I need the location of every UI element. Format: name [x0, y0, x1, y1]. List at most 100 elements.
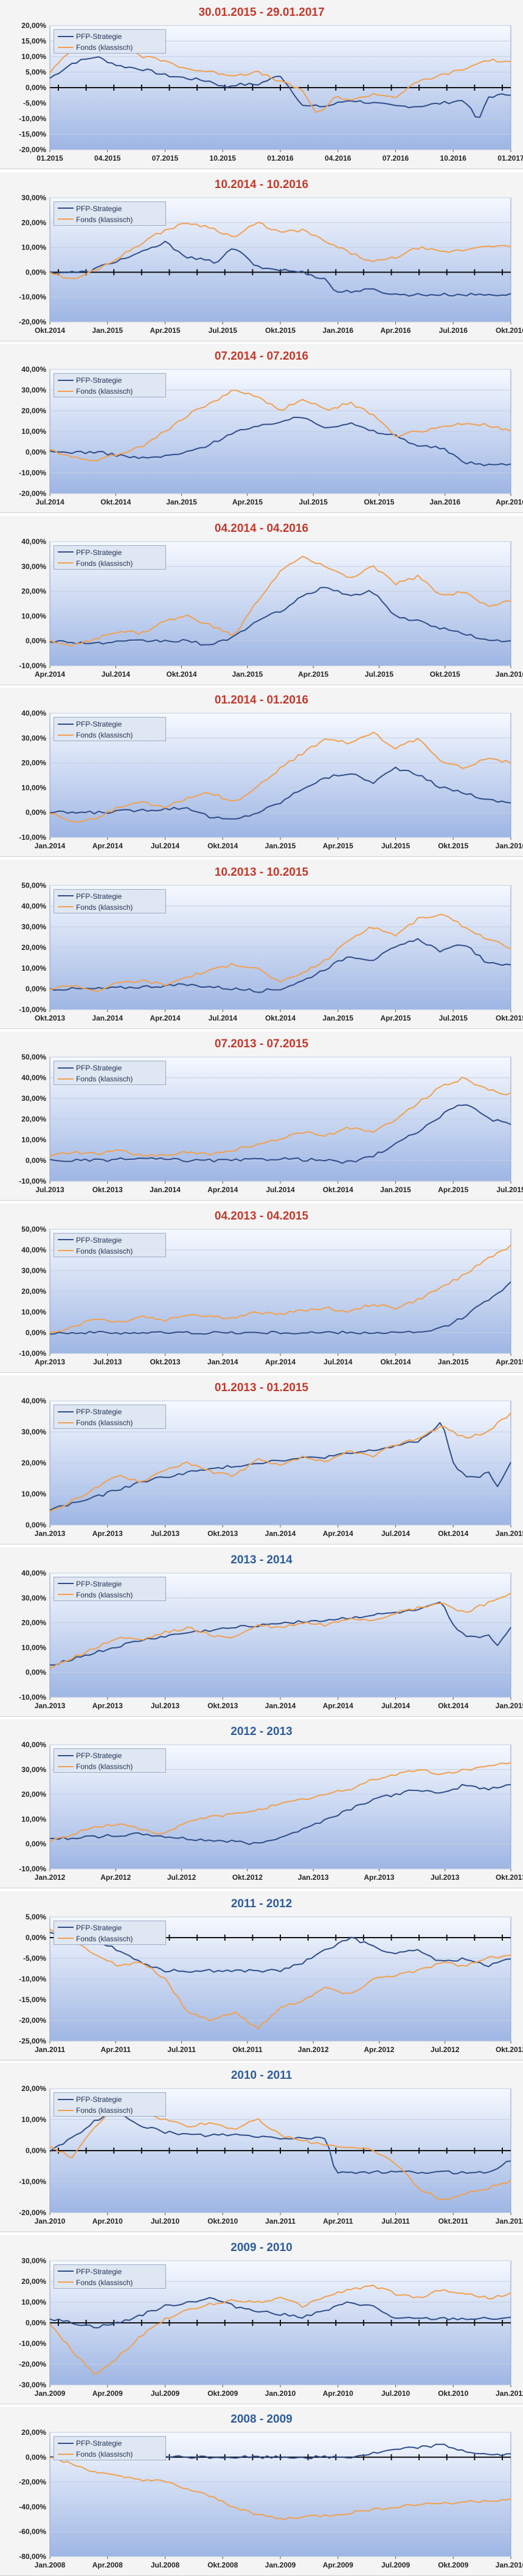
x-tick-label: Apr.2010 — [323, 2389, 353, 2398]
legend-swatch — [58, 1250, 74, 1252]
x-tick-label: Apr.2014 — [150, 1014, 180, 1022]
y-tick-label: 30,00% — [21, 923, 46, 931]
legend-label: PFP-Strategie — [76, 32, 122, 41]
y-tick-label: -10,00% — [19, 1005, 46, 1014]
x-tick-label: Jul.2014 — [102, 670, 131, 679]
legend-swatch — [58, 2442, 74, 2444]
x-tick-label: Okt.2009 — [438, 2561, 468, 2569]
legend-label: Fonds (klassisch) — [76, 1418, 133, 1427]
y-tick-label: 30,00% — [21, 2257, 46, 2265]
x-tick-label: Jul.2009 — [151, 2389, 180, 2398]
x-tick-label: Apr.2014 — [207, 1185, 238, 1194]
chart-title: 2013 - 2014 — [230, 1553, 293, 1566]
legend-item-fonds: Fonds (klassisch) — [58, 902, 133, 912]
x-tick-label: Apr.2013 — [92, 1529, 123, 1538]
x-tick-label: Okt.2015 — [430, 670, 460, 679]
x-tick-label: Jul.2010 — [151, 2217, 180, 2225]
x-tick-label: Jan.2012 — [496, 2217, 523, 2225]
x-tick-label: Apr.2016 — [380, 326, 410, 335]
chart-legend: PFP-Strategie Fonds (klassisch) — [54, 201, 166, 226]
y-tick-label: 0,00% — [26, 448, 46, 456]
y-tick-label: 10,00% — [21, 1490, 46, 1498]
y-tick-label: 20,00% — [21, 1115, 46, 1123]
y-tick-label: -5,00% — [23, 1954, 46, 1963]
chart-legend: PFP-Strategie Fonds (klassisch) — [54, 373, 166, 397]
x-tick-label: Jul.2015 — [496, 1185, 523, 1194]
x-tick-label: Jan.2015 — [496, 1529, 523, 1538]
x-tick-label: Apr.2013 — [92, 1702, 123, 1710]
legend-item-fonds: Fonds (klassisch) — [58, 2106, 133, 2115]
legend-item-pfp-strategie: PFP-Strategie — [58, 719, 122, 729]
legend-label: PFP-Strategie — [76, 1063, 122, 1072]
chart-legend: PFP-Strategie Fonds (klassisch) — [54, 1405, 166, 1429]
legend-label: PFP-Strategie — [76, 548, 122, 557]
x-tick-label: Jan.2015 — [265, 842, 296, 850]
x-tick-label: 01.2015 — [36, 154, 63, 162]
chart-title: 30.01.2015 - 29.01.2017 — [198, 6, 325, 19]
x-tick-label: Okt.2015 — [265, 326, 296, 335]
legend-swatch — [58, 562, 74, 564]
legend-item-fonds: Fonds (klassisch) — [58, 1590, 133, 1600]
legend-label: PFP-Strategie — [76, 2095, 122, 2104]
y-tick-label: 0,00% — [26, 637, 46, 645]
legend-label: Fonds (klassisch) — [76, 2449, 133, 2459]
x-tick-label: Jan.2011 — [35, 2045, 65, 2054]
legend-item-pfp-strategie: PFP-Strategie — [58, 2267, 122, 2277]
y-tick-label: -10,00% — [19, 1177, 46, 1185]
y-tick-label: 50,00% — [21, 1053, 46, 1061]
x-tick-label: 04.2015 — [94, 154, 121, 162]
line-chart: 40,00%30,00%20,00%10,00%0,00%-10,00%Jan.… — [19, 709, 523, 850]
y-tick-label: 0,00% — [26, 83, 46, 92]
x-tick-label: Jul.2008 — [151, 2561, 180, 2569]
legend-swatch — [58, 2453, 74, 2455]
x-tick-label: Jan.2014 — [207, 1358, 238, 1366]
x-tick-label: Jan.2013 — [35, 1702, 66, 1710]
chart-title: 01.2014 - 01.2016 — [214, 694, 309, 707]
y-tick-label: 0,00% — [26, 2146, 46, 2155]
x-tick-label: Jan.2014 — [150, 1185, 181, 1194]
legend-label: PFP-Strategie — [76, 1923, 122, 1932]
chart-panel: 04.2013 - 04.2015 50,00% 40,00% 30,00% 20,00… — [0, 1203, 523, 1373]
legend-swatch — [58, 1938, 74, 1939]
legend-item-pfp-strategie: PFP-Strategie — [58, 1579, 122, 1589]
y-tick-label: 40,00% — [21, 365, 46, 374]
x-tick-label: Apr.2015 — [232, 498, 263, 506]
x-tick-label: Apr.2011 — [101, 2045, 131, 2054]
y-tick-label: 10,00% — [21, 1643, 46, 1652]
x-tick-label: Jan.2015 — [380, 1185, 411, 1194]
x-tick-label: Apr.2010 — [92, 2217, 123, 2225]
x-tick-label: Jul.2015 — [365, 670, 394, 679]
y-tick-label: 5,00% — [26, 1913, 46, 1921]
chart-panel: 30.01.2015 - 29.01.2017 20,00% 15,00% 10,00… — [0, 0, 523, 169]
chart-panel: 2013 - 2014 40,00% 30,00% 20,00% 10,00% 0,00%… — [0, 1547, 523, 1717]
x-tick-label: Okt.2012 — [496, 2045, 523, 2054]
chart-panel: 2011 - 2012 5,00% 0,00% -5,00% -10,00% -15,00… — [0, 1891, 523, 2061]
x-tick-label: Okt.2013 — [496, 1873, 523, 1882]
line-chart: 50,00% 40,00% 30,00% 20,00% 10,00% 0,00% -10,0… — [19, 1225, 523, 1366]
x-tick-label: 10.2016 — [440, 154, 467, 162]
x-tick-label: Jan.2012 — [298, 2045, 329, 2054]
y-tick-label: 30,00% — [21, 1094, 46, 1103]
legend-swatch — [58, 379, 74, 381]
legend-swatch — [58, 2098, 74, 2100]
x-tick-label: Okt.2015 — [438, 842, 468, 850]
series-line-pfp-strategie — [49, 1928, 511, 1973]
y-tick-label: 20,00% — [21, 2428, 46, 2437]
series-line-pfp-strategie — [49, 766, 511, 820]
x-tick-label: Okt.2016 — [496, 326, 523, 335]
x-tick-label: Apr.2015 — [438, 1185, 468, 1194]
x-tick-label: Okt.2015 — [496, 1014, 523, 1022]
legend-swatch — [58, 734, 74, 736]
chart-legend: PFP-Strategie Fonds (klassisch) — [54, 2092, 166, 2117]
legend-swatch — [58, 1583, 74, 1585]
x-tick-label: Apr.2013 — [364, 1873, 394, 1882]
series-line-fonds-klassisch — [49, 221, 511, 279]
y-tick-label: 20,00% — [21, 1618, 46, 1627]
x-tick-label: Okt.2014 — [167, 670, 197, 679]
x-tick-label: Okt.2012 — [232, 1873, 263, 1882]
legend-item-pfp-strategie: PFP-Strategie — [58, 204, 122, 214]
legend-swatch — [58, 390, 74, 392]
x-tick-label: Okt.2010 — [207, 2217, 238, 2225]
y-tick-label: 30,00% — [21, 734, 46, 742]
